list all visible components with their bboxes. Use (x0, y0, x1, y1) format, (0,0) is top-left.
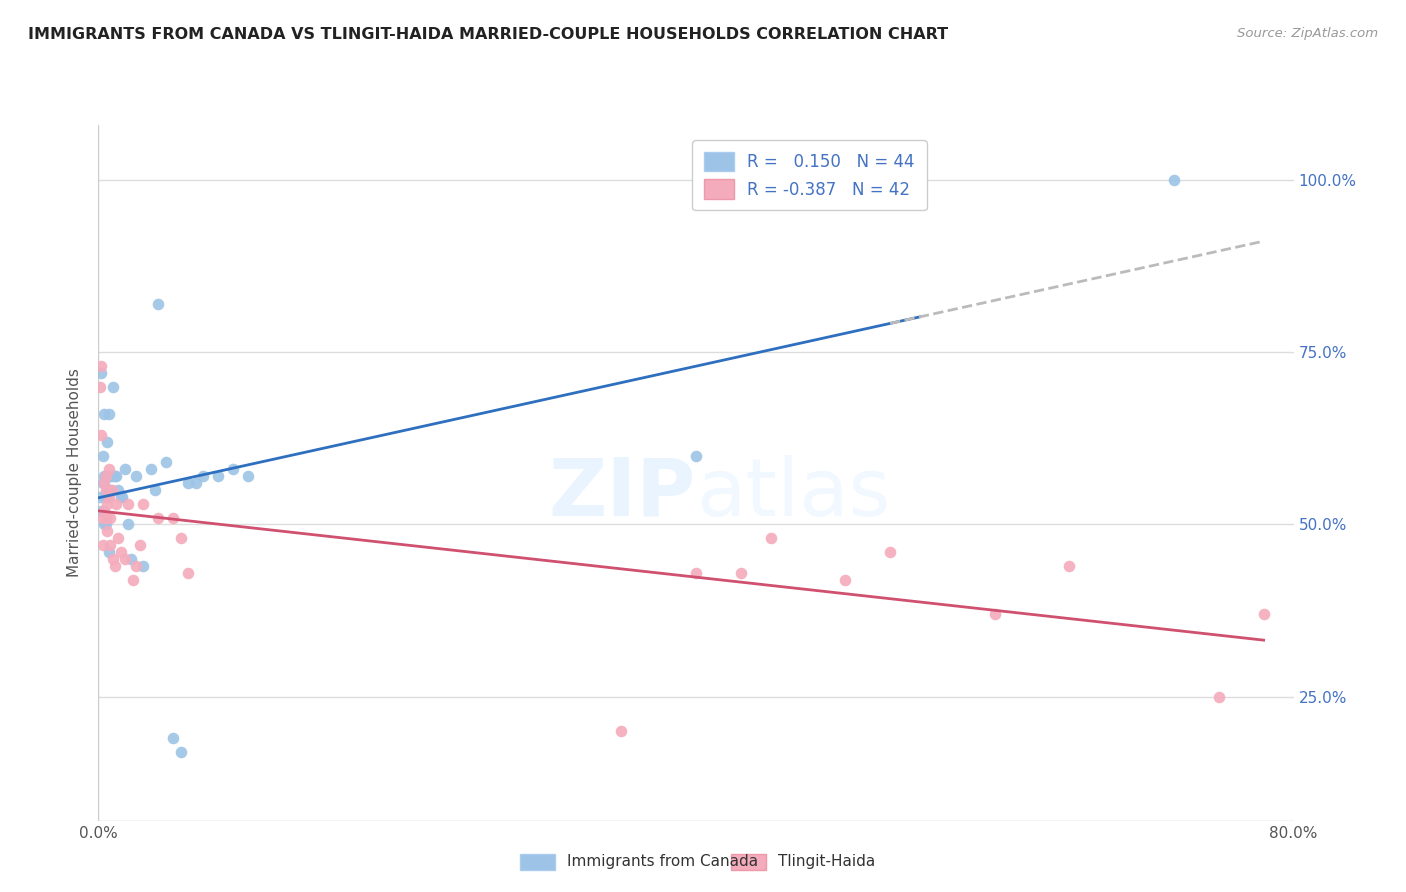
Point (222, 462, 245, 476)
Point (111, 490, 134, 504)
Point (155, 455, 177, 469)
Point (148, 510, 170, 524)
Point (132, 558, 155, 573)
Point (759, 531, 782, 545)
Point (96, 434, 118, 449)
Point (96, 524, 118, 539)
Point (90, 503, 112, 517)
Point (96, 497, 118, 511)
Point (100, 483, 122, 497)
Point (132, 497, 155, 511)
Point (730, 566, 752, 580)
Point (91, 538, 114, 552)
Point (177, 476, 200, 491)
Point (96, 490, 118, 504)
Point (1059, 558, 1081, 573)
Point (121, 573, 143, 587)
Point (94, 469, 117, 483)
Point (93, 503, 115, 517)
Point (148, 297, 170, 311)
Point (1208, 690, 1230, 704)
Point (162, 731, 184, 745)
Point (89, 379, 111, 393)
Point (107, 483, 129, 497)
Point (1163, 173, 1185, 187)
Text: Immigrants from Canada: Immigrants from Canada (567, 855, 758, 869)
Point (105, 497, 128, 511)
Point (125, 469, 148, 483)
Point (91, 510, 114, 524)
Point (117, 517, 139, 532)
Point (97, 490, 120, 504)
Point (91, 476, 114, 491)
Point (101, 469, 124, 483)
Point (90, 366, 112, 380)
Point (610, 724, 633, 739)
Point (177, 566, 200, 580)
Point (834, 573, 856, 587)
Point (162, 510, 184, 524)
Point (169, 745, 191, 759)
Point (100, 469, 122, 483)
Point (117, 497, 139, 511)
Point (114, 462, 136, 476)
Point (101, 483, 124, 497)
Point (93, 476, 115, 491)
Point (94, 510, 117, 524)
Point (91, 449, 114, 463)
Point (94, 483, 117, 497)
Point (96, 483, 118, 497)
Point (94, 490, 117, 504)
Point (110, 545, 132, 559)
Text: Tlingit-Haida: Tlingit-Haida (778, 855, 875, 869)
Point (236, 469, 259, 483)
Point (129, 538, 152, 552)
Point (143, 483, 166, 497)
Point (93, 517, 115, 532)
Point (94, 517, 117, 532)
Point (103, 552, 125, 566)
Point (984, 607, 1007, 621)
Point (93, 407, 115, 421)
Point (207, 469, 229, 483)
Point (104, 558, 127, 573)
Point (103, 379, 125, 393)
Point (184, 476, 207, 491)
Point (94, 469, 117, 483)
Point (105, 469, 128, 483)
Point (879, 545, 901, 559)
Point (104, 469, 127, 483)
Point (110, 490, 132, 504)
Point (89, 490, 111, 504)
Point (97, 462, 120, 476)
Y-axis label: Married-couple Households: Married-couple Households (67, 368, 83, 577)
Point (90, 359, 112, 373)
Point (125, 558, 148, 573)
Text: IMMIGRANTS FROM CANADA VS TLINGIT-HAIDA MARRIED-COUPLE HOUSEHOLDS CORRELATION CH: IMMIGRANTS FROM CANADA VS TLINGIT-HAIDA … (28, 27, 948, 42)
Point (120, 552, 142, 566)
Point (100, 510, 122, 524)
Point (191, 469, 214, 483)
Point (1253, 607, 1275, 621)
Text: atlas: atlas (696, 455, 890, 533)
Text: Source: ZipAtlas.com: Source: ZipAtlas.com (1237, 27, 1378, 40)
Point (685, 566, 707, 580)
Point (139, 462, 162, 476)
Point (169, 531, 191, 545)
Point (97, 545, 120, 559)
Point (93, 469, 115, 483)
Legend: R =   0.150   N = 44, R = -0.387   N = 42: R = 0.150 N = 44, R = -0.387 N = 42 (693, 140, 927, 211)
Point (90, 428, 112, 442)
Point (114, 552, 136, 566)
Point (100, 538, 122, 552)
Point (107, 531, 129, 545)
Text: ZIP: ZIP (548, 455, 696, 533)
Point (97, 407, 120, 421)
Point (685, 449, 707, 463)
